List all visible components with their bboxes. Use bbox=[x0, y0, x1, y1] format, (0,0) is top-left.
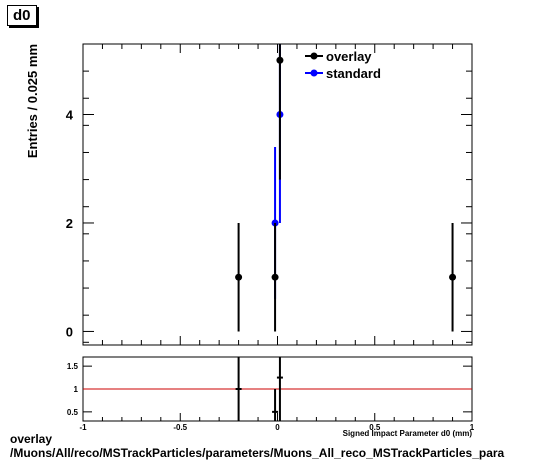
footer-line-1: overlay bbox=[10, 432, 53, 446]
ratio-x-tick-label: 0 bbox=[275, 423, 280, 432]
overlay-data-point bbox=[276, 56, 284, 64]
legend-overlay-marker bbox=[310, 52, 318, 60]
ratio-y-tick-label: 1 bbox=[74, 385, 79, 394]
overlay-data-point bbox=[235, 273, 243, 281]
legend-standard-marker bbox=[310, 69, 318, 77]
legend-overlay-label: overlay bbox=[326, 49, 372, 64]
main-y-tick-label: 4 bbox=[66, 108, 74, 123]
ratio-x-tick-label: 1 bbox=[470, 423, 475, 432]
footer-line-2: /Muons/All/reco/MSTrackParticles/paramet… bbox=[10, 446, 505, 460]
overlay-data-point bbox=[449, 273, 457, 281]
main-y-axis-label: Entries / 0.025 mm bbox=[25, 44, 40, 158]
panel-title: d0 bbox=[7, 5, 37, 26]
ratio-x-tick-label: -0.5 bbox=[173, 423, 187, 432]
main-y-tick-label: 2 bbox=[66, 216, 73, 231]
legend-standard-label: standard bbox=[326, 66, 381, 81]
main-y-tick-label: 0 bbox=[66, 324, 73, 339]
ratio-y-tick-label: 1.5 bbox=[67, 362, 79, 371]
ratio-x-tick-label: -1 bbox=[79, 423, 87, 432]
x-axis-label: Signed Impact Parameter d0 (mm) bbox=[343, 429, 473, 438]
main-plot: 0 2 4 Entries / 0.025 mm overlay standard bbox=[25, 43, 473, 346]
main-plot-frame bbox=[82, 43, 473, 346]
ratio-x-tick-label: 0.5 bbox=[369, 423, 381, 432]
overlay-data-point bbox=[271, 273, 279, 281]
ratio-y-tick-label: 0.5 bbox=[67, 408, 79, 417]
